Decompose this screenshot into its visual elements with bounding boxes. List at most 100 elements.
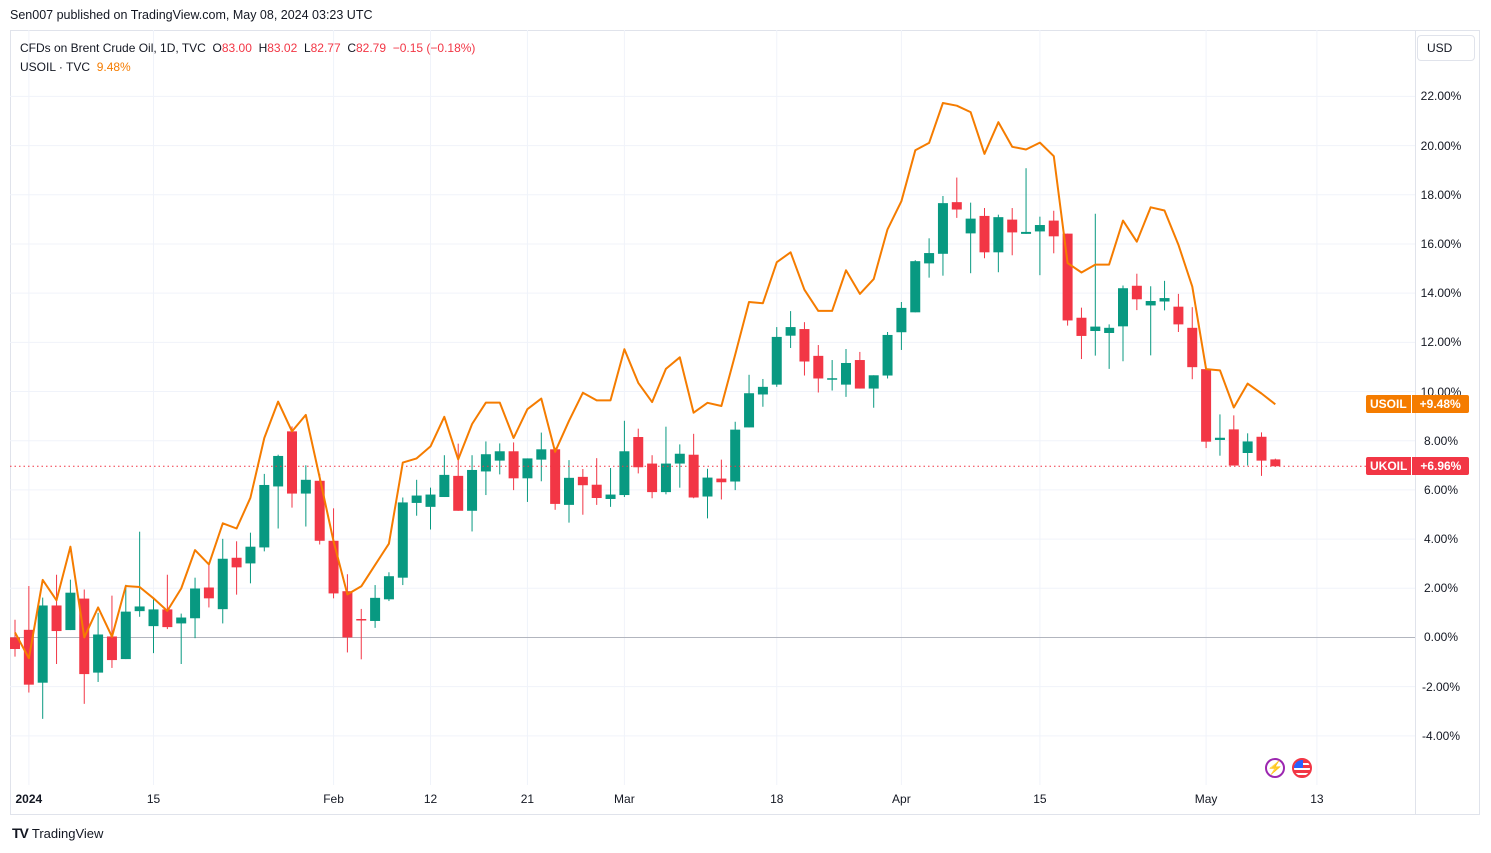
candle-up[interactable]: [522, 458, 533, 479]
candle-down[interactable]: [1270, 459, 1281, 467]
candle-down[interactable]: [231, 557, 242, 568]
candle-up[interactable]: [841, 362, 851, 385]
candle-up[interactable]: [176, 617, 187, 624]
candle-up[interactable]: [993, 217, 1004, 253]
candle-down[interactable]: [1228, 429, 1239, 466]
candle-up[interactable]: [217, 558, 228, 610]
candle-up[interactable]: [273, 455, 284, 487]
candle-down[interactable]: [51, 605, 62, 632]
candle-up[interactable]: [1159, 298, 1170, 302]
candle-up[interactable]: [660, 463, 671, 493]
candle-up[interactable]: [245, 546, 256, 564]
candle-up[interactable]: [702, 477, 713, 497]
candle-down[interactable]: [356, 618, 367, 621]
y-tick-label: 10.00%: [1420, 384, 1462, 399]
candle-up[interactable]: [536, 449, 547, 460]
candle-down[interactable]: [854, 360, 865, 389]
main-symbol-legend[interactable]: CFDs on Brent Crude Oil, 1D, TVC O83.00 …: [20, 39, 475, 58]
candle-up[interactable]: [190, 588, 201, 619]
candle-up[interactable]: [1034, 225, 1045, 232]
candle-down[interactable]: [1007, 219, 1018, 233]
us-flag-icon[interactable]: [1292, 758, 1312, 778]
candle-up[interactable]: [1242, 441, 1253, 453]
candle-down[interactable]: [1048, 220, 1059, 237]
currency-button[interactable]: USD: [1417, 35, 1475, 61]
candle-up[interactable]: [1090, 326, 1101, 332]
candle-up[interactable]: [771, 336, 782, 385]
candle-down[interactable]: [716, 478, 727, 483]
candle-up[interactable]: [425, 494, 436, 507]
candle-up[interactable]: [134, 606, 145, 612]
candle-down[interactable]: [1187, 327, 1198, 368]
tradingview-logo[interactable]: TV TradingView: [12, 825, 103, 841]
candle-down[interactable]: [287, 431, 297, 494]
candle-down[interactable]: [453, 475, 464, 511]
candle-up[interactable]: [868, 375, 879, 389]
candle-up[interactable]: [937, 203, 948, 254]
candle-up[interactable]: [37, 605, 48, 683]
candle-down[interactable]: [1062, 233, 1073, 321]
candle-up[interactable]: [494, 451, 505, 461]
candle-down[interactable]: [328, 540, 339, 594]
candle-up[interactable]: [259, 484, 270, 548]
candle-down[interactable]: [203, 587, 214, 599]
candle-up[interactable]: [744, 393, 755, 428]
candle-up[interactable]: [148, 609, 159, 627]
candle-down[interactable]: [633, 437, 644, 468]
candle-up[interactable]: [300, 479, 311, 494]
candle-down[interactable]: [813, 355, 824, 379]
candle-down[interactable]: [799, 329, 810, 362]
candle-up[interactable]: [93, 634, 104, 673]
candle-up[interactable]: [65, 592, 76, 631]
candle-up[interactable]: [910, 261, 921, 313]
candle-down[interactable]: [550, 449, 561, 504]
candle-up[interactable]: [730, 429, 741, 482]
candle-down[interactable]: [162, 609, 173, 628]
candle-down[interactable]: [1131, 285, 1142, 300]
candle-down[interactable]: [342, 591, 353, 638]
candle-down[interactable]: [106, 636, 117, 661]
candle-down[interactable]: [591, 484, 602, 499]
candle-up[interactable]: [605, 494, 616, 499]
candle-down[interactable]: [979, 215, 990, 253]
candle-up[interactable]: [1104, 327, 1115, 333]
candle-up[interactable]: [120, 611, 131, 660]
usoil-price-badge: USOIL +9.48%: [1366, 395, 1469, 414]
candle-down[interactable]: [1076, 317, 1087, 336]
candle-up[interactable]: [411, 495, 422, 503]
candle-down[interactable]: [10, 637, 20, 650]
candle-down[interactable]: [1201, 369, 1212, 442]
candle-up[interactable]: [1021, 231, 1032, 234]
compare-symbol-legend[interactable]: USOIL · TVC 9.48%: [20, 58, 475, 77]
candle-up[interactable]: [785, 327, 796, 336]
candle-up[interactable]: [397, 502, 408, 578]
candle-up[interactable]: [1118, 288, 1128, 327]
candle-up[interactable]: [370, 597, 381, 621]
candle-up[interactable]: [965, 218, 976, 234]
high-value: 83.02: [267, 41, 298, 55]
candle-down[interactable]: [1256, 436, 1267, 461]
candle-down[interactable]: [314, 480, 325, 541]
candle-up[interactable]: [827, 378, 838, 380]
candle-up[interactable]: [882, 334, 893, 376]
candle-up[interactable]: [674, 453, 685, 464]
candle-up[interactable]: [757, 386, 768, 395]
candle-up[interactable]: [564, 477, 574, 505]
candle-up[interactable]: [383, 576, 394, 600]
candle-down[interactable]: [1173, 306, 1184, 325]
candle-down[interactable]: [688, 454, 699, 498]
candle-up[interactable]: [924, 253, 935, 264]
candle-up[interactable]: [896, 307, 907, 333]
candle-up[interactable]: [439, 474, 450, 498]
candle-down[interactable]: [508, 451, 519, 479]
lightning-icon[interactable]: ⚡: [1265, 758, 1285, 778]
candle-up[interactable]: [1145, 301, 1156, 306]
candle-up[interactable]: [480, 454, 491, 472]
candle-down[interactable]: [647, 463, 658, 493]
candle-up[interactable]: [1214, 437, 1225, 440]
candle-up[interactable]: [467, 469, 478, 511]
candle-up[interactable]: [619, 451, 630, 496]
candle-down[interactable]: [577, 476, 588, 486]
candle-down[interactable]: [951, 202, 962, 210]
